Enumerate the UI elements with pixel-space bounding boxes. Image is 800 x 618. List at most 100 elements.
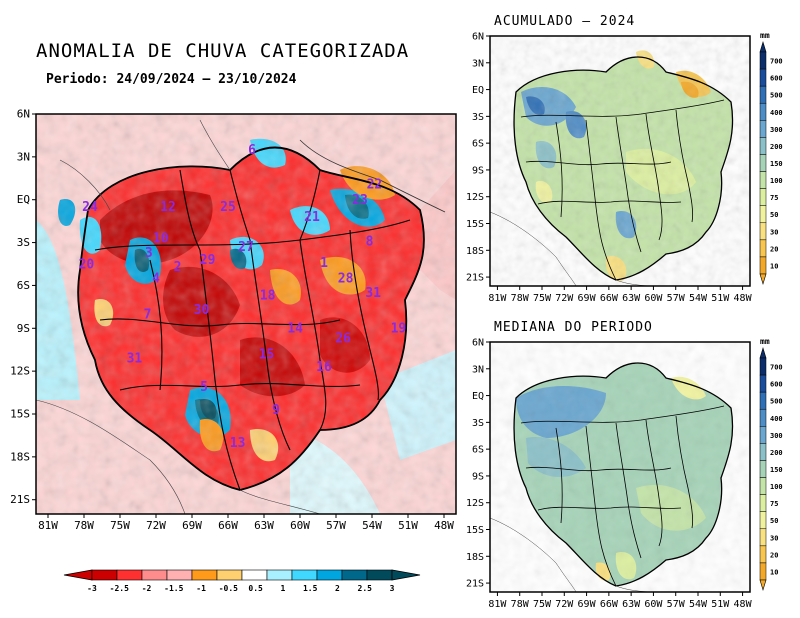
colorbar-label: 30 — [770, 228, 778, 236]
lon-tick-label: 75W — [110, 519, 130, 532]
colorbar-label: -2 — [142, 584, 152, 593]
colorbar-label: 2.5 — [358, 584, 373, 593]
lat-tick-label: 6N — [472, 338, 484, 349]
lon-tick-label: 63W — [622, 293, 641, 304]
colorbar-swatch — [366, 569, 393, 581]
lon-tick-label: 69W — [578, 293, 597, 304]
mediana-title: MEDIANA DO PERIODO — [494, 320, 653, 335]
lon-tick-label: 54W — [689, 599, 708, 610]
region-label: 28 — [338, 272, 354, 287]
lat-tick-label: 3N — [472, 364, 484, 375]
colorbar-swatch — [759, 256, 767, 275]
lat-tick-label: 9S — [17, 322, 30, 335]
colorbar-label: 600 — [770, 75, 783, 83]
colorbar-swatch — [141, 569, 168, 581]
colorbar-label: 400 — [770, 109, 783, 117]
main-map-panel: 6N 3N EQ 3S 6S 9S 12S 15S 18S 21S 81W 78W 75W 72W 69W 6… — [0, 100, 470, 540]
colorbar-label: 200 — [770, 143, 783, 151]
lat-tick-label: 6N — [472, 32, 484, 43]
lon-tick-label: 57W — [667, 599, 686, 610]
acumulado-panel: 6N 3N EQ 3S 6S 9S 12S 15S 18S 21S 81W 78W 75W 72W 69W 6… — [466, 32, 756, 305]
region-label: 24 — [82, 200, 98, 215]
lat-tick-label: 9S — [472, 165, 484, 176]
lat-tick-label: 6S — [472, 139, 484, 150]
lon-tick-label: 81W — [488, 599, 507, 610]
region-label: 31 — [127, 352, 143, 367]
colorbar-label: 30 — [770, 534, 778, 542]
main-map-period: Periodo: 24/09/2024 — 23/10/2024 — [46, 72, 297, 87]
lon-tick-label: 54W — [362, 519, 382, 532]
colorbar-swatch — [759, 374, 767, 393]
lon-tick-label: 66W — [218, 519, 238, 532]
region-label: 8 — [366, 234, 374, 249]
lon-tick-label: 72W — [555, 599, 574, 610]
lat-tick-label: 6S — [17, 279, 30, 292]
lat-tick-label: 12S — [10, 365, 30, 378]
region-label: 18 — [260, 289, 276, 304]
colorbar-swatch — [759, 239, 767, 258]
lon-tick-label: 78W — [511, 293, 530, 304]
main-subbasin-lines — [94, 169, 411, 491]
lon-tick-label: 48W — [734, 293, 753, 304]
acumulado-colorbar: mm 700 600 500 400 300 200 150 100 75 50 30 20 10 — [756, 30, 796, 292]
colorbar-swatch — [216, 569, 243, 581]
main-map-title: ANOMALIA DE CHUVA CATEGORIZADA — [36, 40, 410, 62]
colorbar-swatch — [116, 569, 143, 581]
lon-tick-label: 78W — [511, 599, 530, 610]
region-label: 2 — [174, 260, 182, 275]
acumulado-colorbar-svg: mm 700 600 500 400 300 200 150 100 75 50 30 20 10 — [759, 31, 783, 286]
colorbar-swatch — [759, 171, 767, 189]
colorbar-swatch — [759, 460, 767, 478]
lat-tick-label: 3S — [17, 236, 30, 249]
region-label: 14 — [287, 322, 303, 337]
colorbar-swatch — [759, 391, 767, 410]
lat-tick-label: 15S — [10, 408, 30, 421]
lat-tick-label: 18S — [466, 552, 484, 563]
colorbar-swatch — [759, 562, 767, 581]
colorbar-label: 500 — [770, 398, 783, 406]
colorbar-swatch — [316, 569, 343, 581]
main-country-borders — [36, 119, 321, 514]
lat-tick-label: 3N — [472, 58, 484, 69]
colorbar-label: 400 — [770, 415, 783, 423]
colorbar-label: 75 — [770, 194, 778, 202]
region-label: 31 — [365, 286, 381, 301]
region-label: 23 — [352, 193, 368, 208]
colorbar-swatch — [759, 545, 767, 564]
lon-tick-label: 78W — [74, 519, 94, 532]
colorbar-label: 20 — [770, 245, 778, 253]
colorbar-label: 2 — [335, 584, 340, 593]
lat-tick-label: 15S — [466, 219, 484, 230]
lon-tick-label: 60W — [644, 599, 663, 610]
region-label: 27 — [238, 240, 254, 255]
colorbar-swatch — [266, 569, 293, 581]
colorbar-swatch — [759, 408, 767, 427]
colorbar-label: 10 — [770, 568, 778, 576]
lat-tick-label: 21S — [466, 273, 484, 284]
lon-tick-label: 60W — [290, 519, 310, 532]
lon-tick-label: 51W — [398, 519, 418, 532]
region-label: 29 — [200, 253, 216, 268]
region-label: 6 — [248, 143, 256, 158]
colorbar-arrow-top — [759, 40, 767, 53]
lon-tick-label: 54W — [689, 293, 708, 304]
lat-tick-label: 12S — [466, 498, 484, 509]
region-label: 15 — [259, 347, 275, 362]
main-map-field — [36, 114, 456, 514]
colorbar-label: 150 — [770, 466, 783, 474]
colorbar-label: 600 — [770, 381, 783, 389]
colorbar-swatch — [759, 188, 767, 206]
region-label: 1 — [320, 256, 328, 271]
region-label: 3 — [145, 246, 153, 261]
region-label: 21 — [304, 210, 320, 225]
colorbar-swatch — [91, 569, 118, 581]
colorbar-label: -2.5 — [110, 584, 129, 593]
colorbar-swatch — [759, 426, 767, 444]
region-label: 20 — [79, 257, 95, 272]
mediana-panel: 6N 3N EQ 3S 6S 9S 12S 15S 18S 21S 81W 78W 75W 72W 69W 6… — [466, 338, 756, 611]
lat-tick-label: 18S — [10, 450, 30, 463]
colorbar-swatch — [241, 569, 268, 581]
lat-tick-label: 6S — [472, 445, 484, 456]
